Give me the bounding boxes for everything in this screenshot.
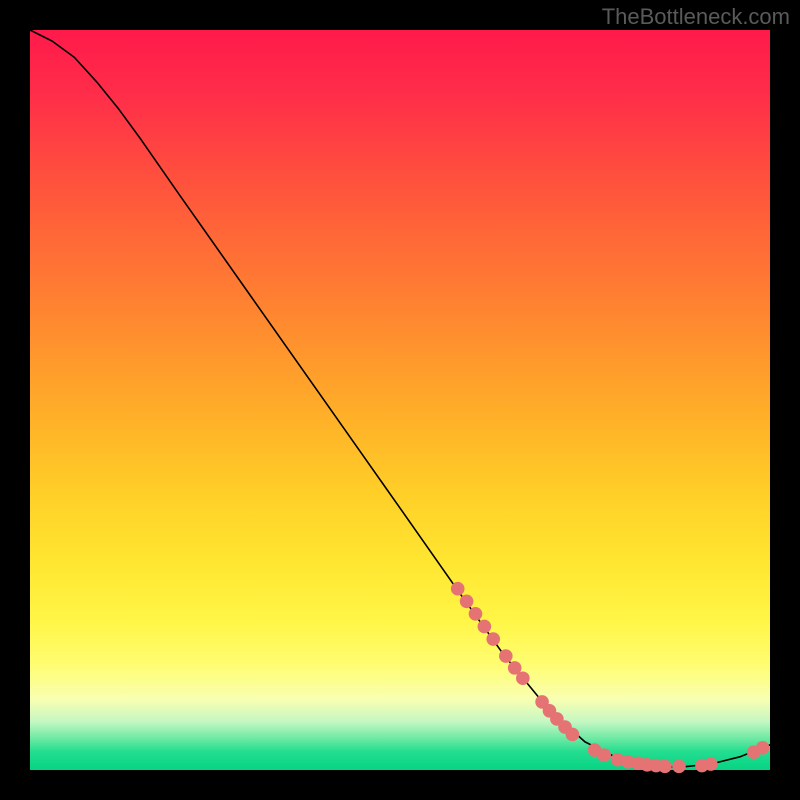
curve-marker — [597, 748, 611, 762]
curve-marker — [451, 582, 465, 596]
curve-marker — [478, 620, 492, 634]
curve-marker — [486, 632, 500, 646]
curve-marker — [658, 760, 672, 774]
curve-marker — [756, 741, 770, 755]
curve-marker — [566, 728, 580, 742]
curve-marker — [672, 760, 686, 774]
curve-marker — [704, 757, 718, 771]
curve-marker — [469, 607, 483, 621]
chart-stage: TheBottleneck.com — [0, 0, 800, 800]
curve-marker — [460, 594, 474, 608]
curve-marker — [516, 671, 530, 685]
chart-svg — [0, 0, 800, 800]
gradient-background — [30, 30, 770, 770]
curve-marker — [499, 649, 513, 663]
watermark-text: TheBottleneck.com — [602, 4, 790, 30]
